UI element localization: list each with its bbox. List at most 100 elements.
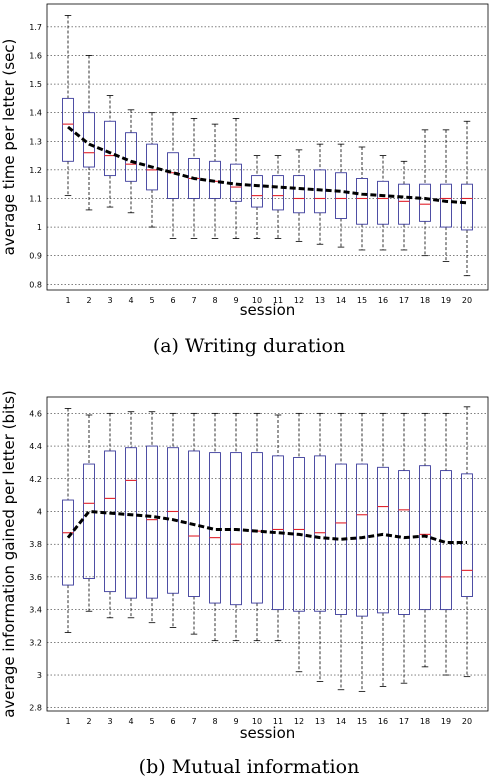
box-session-18 (419, 412, 431, 668)
y-tick-label: 3.8 (29, 540, 42, 549)
x-tick-label: 14 (336, 717, 346, 726)
x-tick-label: 15 (357, 717, 367, 726)
x-tick-label: 11 (273, 296, 283, 305)
x-tick-label: 8 (212, 296, 217, 305)
x-tick-label: 10 (252, 296, 262, 305)
iqr-box (125, 132, 137, 182)
x-tick-label: 6 (170, 717, 175, 726)
box-session-10 (251, 412, 263, 642)
x-tick-label: 6 (170, 296, 175, 305)
y-tick-label: 4.2 (29, 475, 42, 484)
x-tick-label: 12 (294, 717, 304, 726)
box-session-19 (440, 129, 452, 262)
iqr-box (314, 455, 326, 612)
box-session-14 (335, 143, 347, 248)
y-tick-label: 1.3 (29, 137, 42, 146)
x-tick-label: 20 (462, 717, 472, 726)
box-session-12 (293, 412, 305, 673)
iqr-box (293, 175, 305, 214)
iqr-box (251, 452, 263, 604)
x-tick-label: 7 (191, 296, 196, 305)
plot-frame (46, 396, 489, 712)
box-session-17 (398, 412, 410, 684)
box-session-1 (62, 15, 74, 197)
x-tick-label: 17 (399, 717, 409, 726)
x-tick-label: 9 (233, 717, 238, 726)
box-session-13 (314, 412, 326, 682)
box-session-9 (230, 412, 242, 642)
iqr-box (335, 172, 347, 219)
y-tick-label: 4.6 (29, 409, 42, 418)
iqr-box (419, 465, 431, 611)
x-tick-label: 13 (315, 296, 325, 305)
iqr-box (356, 178, 368, 225)
y-tick-label: 4 (37, 507, 42, 516)
box-session-13 (314, 143, 326, 245)
iqr-box (104, 120, 116, 177)
y-axis-label: average time per letter (sec) (0, 39, 18, 256)
x-tick-label: 17 (399, 296, 409, 305)
x-tick-label: 2 (86, 717, 91, 726)
iqr-box (104, 450, 116, 593)
box-session-4 (125, 109, 137, 214)
iqr-box (125, 447, 137, 599)
x-tick-label: 20 (462, 296, 472, 305)
x-tick-label: 2 (86, 296, 91, 305)
trend-line (66, 509, 467, 545)
iqr-box (419, 183, 431, 222)
iqr-box (251, 175, 263, 208)
x-axis-label: session (240, 724, 296, 742)
box-session-11 (272, 155, 284, 239)
iqr-box (377, 466, 389, 614)
x-tick-label: 15 (357, 296, 367, 305)
iqr-box (398, 470, 410, 615)
y-tick-label: 3.6 (29, 573, 42, 582)
box-session-15 (356, 412, 368, 692)
plot-frame (46, 3, 489, 291)
iqr-box (461, 473, 473, 597)
iqr-box (314, 169, 326, 214)
y-tick-label: 1.7 (29, 23, 42, 32)
figure-caption: (b) Mutual information (139, 756, 360, 778)
x-tick-label: 5 (149, 717, 154, 726)
y-tick-label: 1.1 (29, 194, 42, 203)
box-session-3 (104, 412, 116, 619)
iqr-box (398, 183, 410, 225)
y-tick-label: 1.2 (29, 166, 42, 175)
box-session-20 (461, 120, 473, 277)
box-session-17 (398, 160, 410, 251)
x-tick-label: 11 (273, 717, 283, 726)
box-session-10 (251, 155, 263, 239)
box-session-2 (83, 55, 95, 211)
box-session-16 (377, 155, 389, 251)
x-tick-label: 7 (191, 717, 196, 726)
box-session-6 (167, 112, 179, 239)
iqr-box (377, 180, 389, 225)
box-session-16 (377, 412, 389, 687)
x-tick-label: 8 (212, 717, 217, 726)
box-session-12 (293, 149, 305, 242)
x-tick-label: 1 (65, 717, 70, 726)
x-tick-label: 16 (378, 717, 388, 726)
iqr-box (440, 183, 452, 228)
x-tick-label: 13 (315, 717, 325, 726)
iqr-box (356, 463, 368, 617)
box-session-5 (146, 411, 158, 624)
x-tick-label: 12 (294, 296, 304, 305)
box-session-20 (461, 406, 473, 678)
y-tick-label: 1 (37, 223, 42, 232)
y-tick-label: 1.6 (29, 51, 42, 60)
trend-line (67, 125, 468, 205)
y-tick-label: 4.4 (29, 442, 42, 451)
box-session-7 (188, 412, 200, 635)
iqr-box (146, 445, 158, 599)
box-session-6 (167, 412, 179, 628)
iqr-box (272, 175, 284, 211)
panel-writing-duration: 0.80.911.11.21.31.41.51.61.71 2 3 4 5 6 7 8 9 10 1… (0, 3, 489, 357)
x-tick-label: 3 (107, 296, 112, 305)
x-tick-label: 4 (128, 296, 133, 305)
box-session-1 (62, 408, 74, 633)
iqr-box (62, 499, 74, 586)
box-session-7 (188, 118, 200, 239)
y-tick-label: 2.8 (29, 704, 42, 713)
